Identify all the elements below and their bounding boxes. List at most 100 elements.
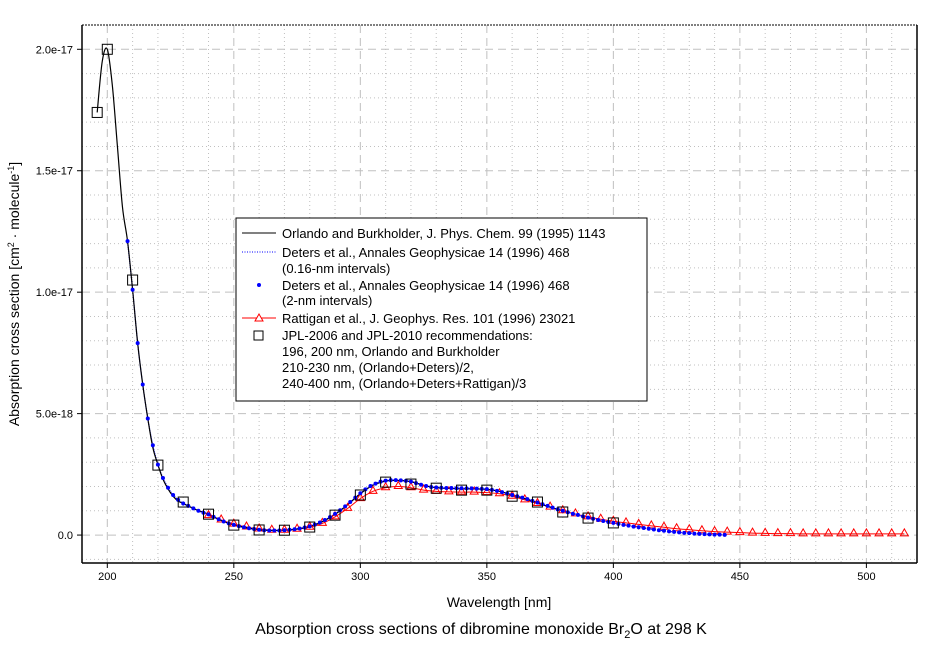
- deters-2nm-point: [135, 341, 140, 346]
- rattigan-triangle-point: [456, 486, 467, 495]
- jpl-square-point: [329, 509, 341, 521]
- rattigan-triangle-point: [823, 527, 834, 537]
- deters-2nm-point: [631, 524, 636, 529]
- deters-2nm-point: [140, 382, 145, 387]
- deters-2nm-point: [166, 485, 171, 490]
- rattigan-triangle-point: [772, 527, 783, 537]
- deters-2nm-point: [307, 524, 312, 529]
- deters-2nm-point: [661, 528, 666, 533]
- deters-2nm-point: [601, 518, 606, 523]
- deters-2nm-point: [717, 532, 722, 537]
- deters-2nm-point: [672, 529, 677, 534]
- deters-2nm-point: [682, 530, 687, 535]
- rattigan-triangle-point: [861, 527, 872, 537]
- rattigan-triangle-point: [836, 527, 846, 537]
- deters-2nm-point: [221, 519, 226, 524]
- rattigan-triangle-point: [735, 526, 745, 536]
- rattigan-triangle-point: [810, 527, 821, 537]
- deters-2nm-point: [636, 525, 641, 530]
- jpl-square-point: [531, 496, 543, 508]
- jpl-square-point: [405, 478, 417, 490]
- y-tick-label: 1.0e-17: [36, 287, 73, 299]
- deters-2nm-point: [130, 287, 135, 292]
- y-axis-label: Absorption cross section [cm2 · molecule…: [6, 162, 22, 426]
- legend-label-deters-dots-2: (2-nm intervals): [282, 293, 372, 308]
- deters-2nm-point: [525, 497, 530, 502]
- deters-2nm-point: [651, 527, 656, 532]
- rattigan-triangle-point: [747, 527, 758, 536]
- deters-2nm-point: [434, 485, 439, 490]
- chart-title: Absorption cross sections of dibromine m…: [255, 621, 707, 641]
- deters-2nm-point: [535, 500, 540, 505]
- deters-2nm-point: [469, 486, 474, 491]
- rattigan-triangle-point: [380, 481, 391, 491]
- deters-2nm-point: [398, 478, 403, 483]
- deters-2nm-point: [393, 478, 398, 483]
- rattigan-triangle-point: [532, 497, 543, 506]
- jpl-square-point: [430, 482, 442, 494]
- deters-2nm-point: [702, 532, 707, 537]
- jpl-square-point: [177, 496, 189, 508]
- rattigan-triangle-point: [798, 527, 808, 537]
- legend-label-orlando: Orlando and Burkholder, J. Phys. Chem. 9…: [282, 226, 606, 241]
- deters-2nm-point: [545, 503, 550, 508]
- ticks: 200 250 300 350 400 450 500 0.0 5.0e-18 1.0e-17 1.…: [36, 44, 876, 583]
- rattigan-triangle-point: [330, 510, 340, 520]
- legend-label-rattigan: Rattigan et al., J. Geophys. Res. 101 (1…: [282, 311, 575, 326]
- jpl-square-point: [127, 274, 139, 286]
- axes: [81, 24, 918, 564]
- rattigan-triangle-point: [899, 527, 910, 537]
- rattigan-triangle-point: [304, 521, 315, 530]
- y-tick-label: 1.5e-17: [36, 166, 73, 178]
- rattigan-triangle-point: [848, 527, 859, 537]
- deters-2nm-point: [712, 532, 717, 537]
- legend-swatch-rattigan-triangle: [254, 312, 264, 322]
- deters-2nm-point: [373, 481, 378, 486]
- legend: Orlando and Burkholder, J. Phys. Chem. 9…: [235, 217, 648, 402]
- jpl-square-point: [557, 506, 569, 518]
- deters-2nm-point: [596, 518, 601, 523]
- legend-box: [235, 217, 648, 402]
- deters-2nm-point: [216, 517, 221, 522]
- deters-2nm-point: [358, 491, 363, 496]
- deters-2nm-point: [297, 526, 302, 531]
- jpl-square-point: [152, 459, 164, 471]
- jpl-square-point: [91, 106, 103, 118]
- y-tick-label: 5.0e-18: [36, 409, 73, 421]
- deters-2nm-point: [667, 529, 672, 534]
- x-tick-label: 300: [351, 571, 369, 583]
- deters-2nm-point: [646, 526, 651, 531]
- deters-2nm-point: [641, 526, 646, 531]
- rattigan-triangle-point: [406, 481, 416, 491]
- deters-2nm-point: [333, 511, 338, 516]
- legend-label-jpl-line-1: 196, 200 nm, Orlando and Burkholder: [282, 344, 500, 359]
- jpl-square-point: [203, 508, 215, 520]
- deters-2nm-point: [575, 512, 580, 517]
- deters-2nm-point: [550, 505, 555, 510]
- x-axis-label: Wavelength [nm]: [447, 594, 552, 610]
- jpl-square-point: [380, 476, 392, 488]
- deters-2nm-point: [267, 528, 272, 533]
- deters-2nm-point: [191, 506, 196, 511]
- deters-2nm-point: [160, 475, 165, 480]
- legend-label-jpl-line-3: 240-400 nm, (Orlando+Deters+Rattigan)/3: [282, 376, 526, 391]
- rattigan-triangle-point: [481, 486, 492, 496]
- deters-2nm-point: [322, 518, 327, 523]
- rattigan-triangle-point: [646, 519, 657, 529]
- deters-2nm-point: [697, 531, 702, 536]
- deters-2nm-point: [687, 531, 692, 536]
- deters-2nm-point: [206, 512, 211, 517]
- rattigan-triangle-point: [671, 522, 682, 532]
- rattigan-triangle-point: [785, 527, 796, 537]
- deters-2nm-point: [449, 485, 454, 490]
- deters-2nm-point: [317, 520, 322, 525]
- rattigan-triangle-point: [557, 504, 568, 514]
- deters-2nm-point: [257, 527, 262, 532]
- deters-2nm-point: [292, 527, 297, 532]
- jpl-square-point: [253, 524, 265, 536]
- x-tick-label: 400: [604, 571, 622, 583]
- deters-2nm-point: [383, 478, 388, 483]
- deters-2nm-point: [348, 500, 353, 505]
- deters-2nm-point: [520, 495, 525, 500]
